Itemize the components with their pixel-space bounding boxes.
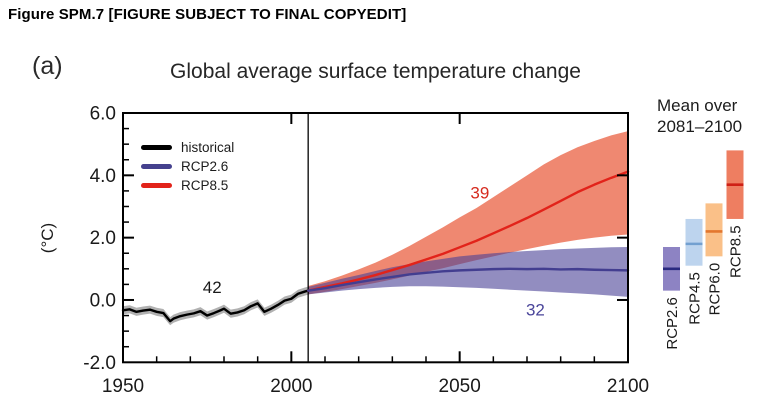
document-header: Figure SPM.7 [FIGURE SUBJECT TO FINAL CO… (8, 6, 407, 23)
legend-label: RCP2.6 (181, 159, 229, 174)
legend-label: RCP8.5 (181, 178, 229, 193)
model-count-annotation-32: 32 (526, 300, 545, 319)
model-count-annotation-39: 39 (470, 183, 489, 202)
legend-item-historical: historical (141, 138, 234, 157)
rcp85-bar-label: RCP8.5 (728, 225, 745, 278)
rcp26-line (306, 267, 630, 292)
y-tick-label: 0.0 (90, 290, 116, 311)
y-axis-unit-label: (°C) (38, 223, 57, 253)
y-tick-label: 2.0 (90, 228, 116, 249)
rcp60-likely-range-bar (705, 203, 723, 257)
x-tick-label: 2050 (439, 376, 481, 397)
chart-title: Global average surface temperature chang… (170, 60, 581, 83)
x-tick-label: 2100 (607, 376, 649, 397)
rcp45-bar-label: RCP4.5 (687, 272, 704, 325)
legend-swatch-rcp8.5 (141, 183, 172, 188)
side-panel-title-line2: 2081–2100 (657, 117, 743, 136)
rcp85-uncertainty-band (308, 131, 628, 295)
model-count-annotation-42: 42 (203, 278, 222, 297)
legend-swatch-historical (141, 145, 172, 150)
y-tick-label: -2.0 (83, 353, 116, 374)
historical-uncertainty-band (123, 286, 309, 326)
x-tick-label: 1950 (102, 376, 144, 397)
legend: historical RCP2.6 RCP8.5 (141, 138, 234, 195)
side-panel-title-line1: Mean over (657, 96, 738, 115)
y-tick-label: 6.0 (90, 104, 116, 125)
side-panel-title: Mean over 2081–2100 (657, 95, 742, 137)
rcp85-line (306, 170, 630, 292)
legend-label: historical (181, 140, 235, 155)
rcp45-likely-range-bar (685, 218, 703, 266)
historical-line (121, 289, 310, 323)
legend-item-rcp2.6: RCP2.6 (141, 157, 234, 176)
legend-swatch-rcp2.6 (141, 164, 172, 169)
panel-label: (a) (32, 52, 63, 80)
y-tick-label: 4.0 (90, 166, 116, 187)
x-tick-label: 2000 (270, 376, 312, 397)
rcp26-bar-label: RCP2.6 (664, 297, 681, 350)
rcp60-bar-label: RCP6.0 (707, 263, 724, 316)
legend-item-rcp8.5: RCP8.5 (141, 176, 234, 195)
rcp26-uncertainty-band (308, 246, 628, 297)
